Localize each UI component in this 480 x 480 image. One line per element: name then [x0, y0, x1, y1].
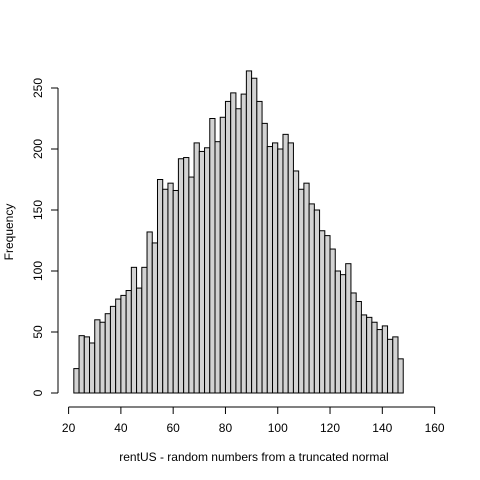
histogram-bar — [313, 209, 321, 394]
histogram-bar — [209, 118, 216, 394]
histogram-bar — [162, 188, 169, 394]
histogram-bar — [214, 141, 221, 394]
histogram-bar — [83, 336, 91, 394]
histogram-bar — [339, 274, 347, 394]
histogram-bar — [319, 230, 326, 394]
x-axis-label: rentUS - random numbers from a truncated… — [119, 450, 388, 464]
y-tick-label: 50 — [31, 325, 45, 339]
x-tick-label: 80 — [219, 421, 233, 435]
histogram-bar — [73, 368, 80, 394]
histogram-bar — [292, 170, 300, 394]
y-tick-label: 0 — [31, 389, 45, 396]
y-tick-label: 250 — [31, 78, 45, 98]
histogram-bar — [219, 116, 226, 394]
histogram-bar — [376, 329, 383, 394]
histogram-bar — [387, 338, 394, 394]
x-tick-label: 140 — [372, 421, 392, 435]
histogram-bar — [130, 266, 138, 394]
histogram-bar — [324, 235, 331, 394]
histogram-bar — [303, 182, 310, 394]
histogram-bar — [224, 100, 232, 394]
histogram-bar — [125, 290, 132, 394]
histogram-bar — [141, 266, 148, 394]
histogram-bar — [298, 188, 305, 394]
y-tick-label: 100 — [31, 261, 45, 281]
histogram-bar — [146, 231, 153, 394]
histogram-bar — [272, 142, 279, 394]
histogram-bar — [109, 305, 117, 394]
histogram-bar — [188, 176, 195, 394]
y-tick-label: 200 — [31, 139, 45, 159]
histogram-bar — [334, 270, 341, 394]
y-tick-label: 150 — [31, 200, 45, 220]
histogram-bar — [120, 294, 127, 394]
x-tick-label: 40 — [114, 421, 128, 435]
histogram-bar — [235, 108, 242, 394]
histogram-bar — [172, 189, 179, 394]
histogram-bar — [329, 248, 336, 394]
histogram-bar — [193, 142, 200, 394]
histogram-bar — [156, 179, 164, 394]
histogram-bars — [73, 70, 404, 394]
histogram-bar — [78, 335, 85, 394]
histogram-bar — [204, 147, 211, 394]
histogram-bar — [251, 77, 258, 394]
histogram-bar — [240, 93, 247, 394]
histogram-bar — [381, 325, 389, 394]
histogram-bar — [167, 182, 174, 394]
histogram-bar — [287, 142, 294, 394]
histogram-bar — [355, 301, 362, 394]
histogram-bar — [397, 358, 404, 394]
x-tick-label: 120 — [320, 421, 340, 435]
histogram-bar — [89, 342, 96, 394]
histogram-bar — [198, 150, 206, 394]
y-axis: 0 50 100 150 200 250 — [31, 78, 59, 396]
x-tick-label: 100 — [268, 421, 288, 435]
histogram-bar — [151, 242, 158, 394]
histogram-bar — [230, 92, 237, 394]
x-tick-label: 160 — [425, 421, 445, 435]
histogram-bar — [350, 292, 357, 394]
histogram-bar — [371, 321, 378, 394]
histogram-bar — [94, 319, 101, 394]
histogram-bar — [308, 203, 315, 394]
histogram-bar — [256, 100, 263, 394]
histogram-bar — [115, 298, 122, 394]
histogram-bar — [104, 313, 111, 394]
histogram-bar — [177, 158, 185, 394]
histogram-bar — [345, 263, 352, 394]
histogram-bar — [266, 146, 274, 394]
histogram-bar — [261, 122, 268, 394]
histogram-bar — [99, 321, 106, 394]
y-axis-label: Frequency — [2, 204, 16, 261]
histogram-bar — [282, 133, 289, 394]
histogram-bar — [277, 148, 284, 394]
histogram-bar — [360, 314, 368, 394]
histogram-bar — [136, 287, 143, 394]
histogram-bar — [183, 157, 190, 394]
histogram-bar — [392, 336, 399, 394]
x-axis: 20 40 60 80 100 120 140 160 — [62, 406, 445, 435]
histogram-bar — [245, 70, 253, 394]
x-tick-label: 60 — [166, 421, 180, 435]
histogram-bar — [366, 316, 373, 394]
x-tick-label: 20 — [62, 421, 76, 435]
